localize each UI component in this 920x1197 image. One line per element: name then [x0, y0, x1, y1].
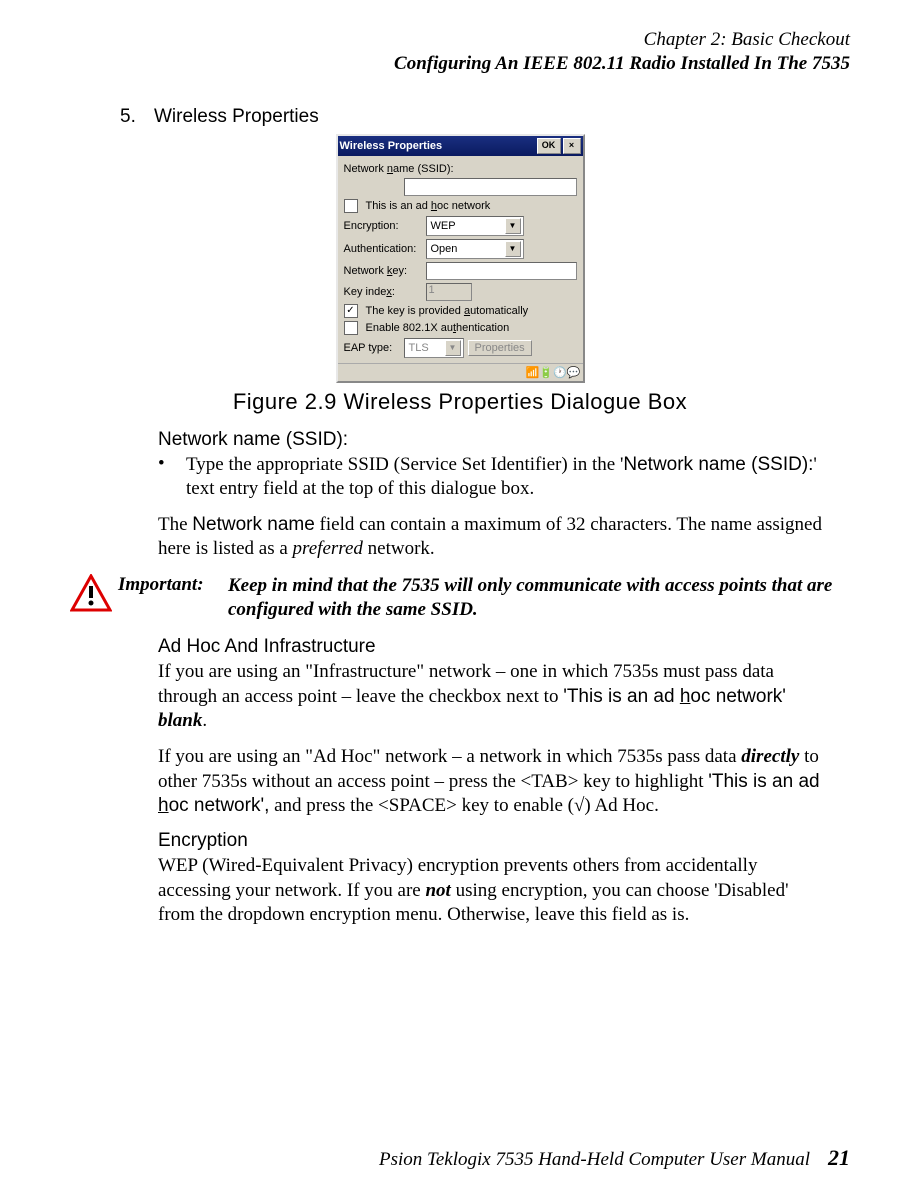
- adhoc-para1: If you are using an "Infrastructure" net…: [158, 660, 830, 733]
- page-number: 21: [828, 1145, 850, 1170]
- section-number: 5.: [120, 106, 154, 128]
- important-text: Keep in mind that the 7535 will only com…: [228, 574, 850, 623]
- auto-key-checkbox[interactable]: ✓: [344, 304, 358, 318]
- encryption-label: Encryption:: [344, 220, 422, 232]
- authentication-label: Authentication:: [344, 243, 422, 255]
- encryption-para: WEP (Wired-Equivalent Privacy) encryptio…: [158, 854, 830, 927]
- network-key-input[interactable]: [426, 262, 577, 280]
- chapter-line: Chapter 2: Basic Checkout: [70, 28, 850, 52]
- system-tray: 📶🔋🕐💬: [338, 363, 583, 381]
- section-title-line: Configuring An IEEE 802.11 Radio Install…: [70, 52, 850, 76]
- adhoc-para2: If you are using an "Ad Hoc" network – a…: [158, 745, 830, 818]
- adhoc-heading: Ad Hoc And Infrastructure: [158, 636, 830, 658]
- key-index-input: 1: [426, 283, 472, 301]
- eap-type-select: TLS▼: [404, 338, 464, 358]
- enable-8021x-label: Enable 802.1X authentication: [366, 322, 510, 334]
- ok-button[interactable]: OK: [537, 138, 561, 154]
- ssid-bullet-text: Type the appropriate SSID (Service Set I…: [186, 453, 830, 502]
- enable-8021x-checkbox[interactable]: [344, 321, 358, 335]
- wireless-properties-dialog: Wireless Properties OK × Network name (S…: [336, 134, 585, 383]
- ssid-heading: Network name (SSID):: [158, 429, 830, 451]
- adhoc-label: This is an ad hoc network: [366, 200, 491, 212]
- figure-caption: Figure 2.9 Wireless Properties Dialogue …: [70, 389, 850, 415]
- ssid-label: Network name (SSID):: [344, 163, 454, 175]
- dialog-title: Wireless Properties: [340, 140, 535, 152]
- eap-type-label: EAP type:: [344, 342, 400, 354]
- encryption-select[interactable]: WEP▼: [426, 216, 524, 236]
- page-footer: Psion Teklogix 7535 Hand-Held Computer U…: [379, 1145, 850, 1171]
- bullet-icon: •: [158, 453, 186, 502]
- chevron-down-icon: ▼: [445, 340, 461, 356]
- ssid-note: The Network name field can contain a max…: [158, 513, 830, 562]
- key-index-label: Key index:: [344, 286, 422, 298]
- important-label: Important:: [118, 574, 228, 596]
- authentication-select[interactable]: Open▼: [426, 239, 524, 259]
- adhoc-checkbox[interactable]: [344, 199, 358, 213]
- auto-key-label: The key is provided automatically: [366, 305, 529, 317]
- encryption-heading: Encryption: [158, 830, 830, 852]
- ssid-input[interactable]: [404, 178, 577, 196]
- chevron-down-icon: ▼: [505, 241, 521, 257]
- close-button[interactable]: ×: [563, 138, 581, 154]
- properties-button: Properties: [468, 340, 532, 356]
- chevron-down-icon: ▼: [505, 218, 521, 234]
- section-name: Wireless Properties: [154, 106, 319, 128]
- section-heading: 5. Wireless Properties: [120, 106, 850, 128]
- network-key-label: Network key:: [344, 265, 422, 277]
- warning-icon: [70, 574, 118, 617]
